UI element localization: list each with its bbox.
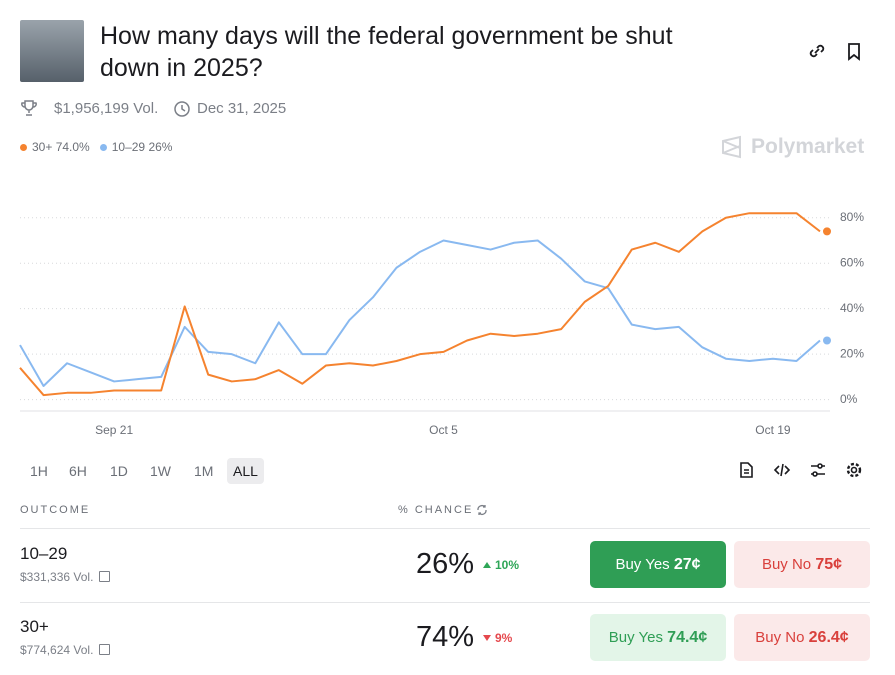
outcome-name: 30+ [20,617,49,636]
change-value: 9% [495,631,513,645]
filter-icon[interactable] [809,461,827,479]
end-dot [823,336,831,345]
gift-icon [99,571,111,582]
clock-icon [174,101,190,117]
divider [20,528,870,529]
timeframe-button[interactable]: 1H [30,463,48,479]
brand: Polymarket [751,135,865,158]
change-arrow [483,635,491,641]
refresh-icon[interactable] [476,504,488,516]
title: How many days will the federal governmen… [100,22,673,50]
timeframe-button[interactable]: 1W [150,463,171,479]
timeframe-button[interactable]: 1D [110,463,128,479]
brand-logo [722,135,741,159]
buy-yes-button[interactable]: Buy Yes 74.4¢ [590,614,726,661]
bookmark-icon[interactable] [844,41,864,61]
settings-icon[interactable] [845,461,863,479]
timeframe-button[interactable]: 1M [194,463,214,479]
series-line [19,239,821,387]
change-arrow [483,562,491,568]
doc-icon[interactable] [737,461,755,479]
buy-no-button[interactable]: Buy No 75¢ [734,541,870,588]
buy-yes-price: 74.4¢ [667,629,708,646]
legend-value: 74.0% [55,140,90,154]
legend: 30+ 74.0% 10–29 26% [20,140,182,154]
embed-icon[interactable] [773,461,791,479]
chance: 26% [416,548,475,580]
outcome-name: 10–29 [20,544,68,563]
title: down in 2025? [100,54,263,82]
legend-item: 10–29 26% [99,140,173,154]
legend-dot [99,144,107,151]
column-header: % CHANCE [398,504,474,516]
buy-no-label: Buy No [761,556,812,573]
outcome-volume: $331,336 Vol. [20,570,111,584]
timeframe-button[interactable]: 6H [69,463,87,479]
market-image [20,20,84,82]
buy-no-price: 75¢ [815,556,843,573]
series-line [19,212,821,397]
x-tick-label: Oct 19 [755,423,791,437]
end-dot [823,227,831,236]
y-tick-label: 80% [840,210,864,224]
legend-name: 30+ [32,140,53,154]
legend-item: 30+ 74.0% [20,140,90,154]
buy-yes-label: Buy Yes [615,556,670,573]
divider [20,602,870,603]
buy-no-button[interactable]: Buy No 26.4¢ [734,614,870,661]
timeframe-button[interactable]: ALL [227,458,264,484]
link-icon[interactable] [807,41,827,61]
y-tick-label: 20% [840,346,864,360]
outcome-volume: $774,624 Vol. [20,643,111,657]
y-tick-label: 60% [840,255,864,269]
y-tick-label: 40% [840,301,864,315]
legend-dot [20,144,27,151]
change-value: 10% [495,558,520,572]
end-date: Dec 31, 2025 [197,100,287,117]
buy-yes-button[interactable]: Buy Yes 27¢ [590,541,726,588]
chance: 74% [416,621,475,653]
volume: $1,956,199 Vol. [54,100,159,117]
legend-name: 10–29 [111,140,146,154]
x-tick-label: Oct 5 [429,423,458,437]
buy-no-price: 26.4¢ [808,629,849,646]
buy-no-label: Buy No [755,629,805,646]
change: 9% [483,631,512,645]
buy-yes-label: Buy Yes [608,629,663,646]
gift-icon [99,644,111,655]
y-tick-label: 0% [840,392,858,406]
trophy-icon [21,100,37,116]
change: 10% [483,558,519,572]
x-tick-label: Sep 21 [95,423,133,437]
column-header: OUTCOME [20,504,91,516]
buy-yes-price: 27¢ [673,556,701,573]
chart: 0% 20% 40% 60% 80% Sep 21 Oct 5 Oct 19 [19,210,864,437]
legend-value: 26% [148,140,173,154]
